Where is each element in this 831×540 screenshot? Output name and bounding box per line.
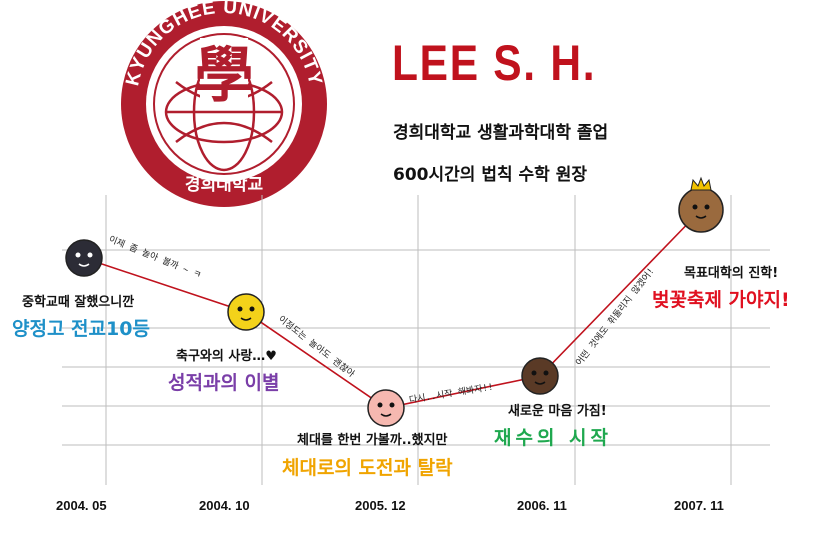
x-tick-label: 2004. 05: [56, 498, 107, 513]
point-1-title: 양정고 전교10등: [12, 318, 150, 340]
peach-character-icon: [367, 389, 405, 427]
king-bear-character-icon: [678, 176, 724, 233]
point-2-caption: 축구와의 사랑…♥: [176, 349, 277, 364]
yellow-bunny-character-icon: [227, 293, 265, 331]
point-3-caption: 체대를 한번 가볼까..했지만: [297, 433, 448, 448]
brown-bear-character-icon: [521, 357, 559, 395]
point-4-title: 재수의 시작: [494, 427, 613, 449]
point-4-caption: 새로운 마음 가짐!: [508, 404, 607, 419]
x-tick-label: 2007. 11: [674, 498, 724, 513]
point-5-title: 벚꽃축제 가야지!: [652, 289, 790, 311]
black-cat-character-icon: [65, 239, 103, 277]
svg-text:學: 學: [194, 41, 254, 111]
point-5-caption: 목표대학의 진학!: [684, 266, 779, 281]
x-tick-label: 2006. 11: [517, 498, 567, 513]
seal-bottom-text: 경희대학교: [185, 175, 264, 195]
point-2-title: 성적과의 이별: [168, 372, 280, 394]
x-tick-label: 2005. 12: [355, 498, 406, 513]
x-tick-label: 2004. 10: [199, 498, 250, 513]
university-seal: 學 KYUNGHEE UNIVERSITY 경희대학교: [121, 0, 327, 207]
profile-position: 600시간의 법칙 수학 원장: [393, 165, 588, 185]
profile-name: LEE S. H.: [392, 35, 597, 91]
profile-education: 경희대학교 생활과학대학 졸업: [393, 123, 609, 143]
point-1-caption: 중학교때 잘했으니깐: [22, 295, 135, 310]
point-3-title: 체대로의 도전과 탈락: [282, 457, 453, 479]
